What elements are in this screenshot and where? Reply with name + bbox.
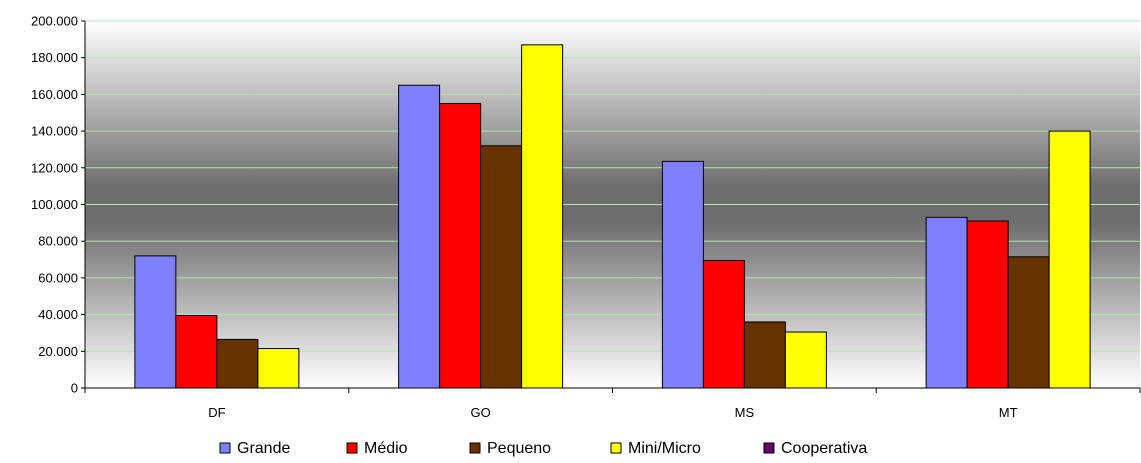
bar-mini-micro-ms	[784, 331, 827, 389]
legend-label: Médio	[364, 440, 408, 457]
x-tick-label: GO	[471, 405, 491, 420]
bar-mini-micro-go	[521, 44, 564, 389]
bar-m-dio-df	[175, 315, 218, 389]
bar-mini-micro-mt	[1048, 130, 1091, 389]
y-tick-label: 80.000	[38, 234, 78, 249]
y-tick-label: 180.000	[31, 50, 78, 65]
y-tick-label: 200.000	[31, 14, 78, 29]
bar-m-dio-go	[439, 103, 482, 389]
bars	[134, 44, 1091, 389]
bar-grande-df	[134, 255, 177, 389]
legend-label: Pequeno	[487, 440, 551, 457]
y-tick-label: 0	[71, 381, 78, 396]
y-tick-label: 40.000	[38, 307, 78, 322]
bar-pequeno-go	[480, 145, 523, 389]
y-tick-label: 140.000	[31, 124, 78, 139]
axes	[81, 20, 1141, 393]
legend-swatch	[610, 442, 622, 454]
legend-label: Cooperativa	[781, 440, 867, 457]
y-tick-label: 120.000	[31, 160, 78, 175]
legend-swatch	[346, 442, 358, 454]
bar-pequeno-mt	[1007, 256, 1050, 389]
bar-pequeno-df	[216, 338, 259, 389]
x-tick-labels: DF GO MS MT	[208, 405, 1017, 420]
legend-label: Grande	[237, 440, 290, 457]
gridlines	[85, 20, 1140, 352]
y-tick-label: 60.000	[38, 270, 78, 285]
legend-swatch	[469, 442, 481, 454]
y-tick-label: 20.000	[38, 344, 78, 359]
bar-grande-ms	[661, 160, 704, 389]
bar-m-dio-ms	[702, 259, 745, 389]
bar-grande-mt	[925, 216, 968, 389]
x-tick-label: DF	[208, 405, 225, 420]
legend-label: Mini/Micro	[628, 440, 701, 457]
y-tick-label: 100.000	[31, 197, 78, 212]
y-tick-label: 160.000	[31, 87, 78, 102]
bar-mini-micro-df	[257, 348, 300, 389]
bar-pequeno-ms	[743, 321, 786, 389]
legend-swatch	[763, 442, 775, 454]
x-tick-label: MT	[999, 405, 1018, 420]
x-tick-label: MS	[735, 405, 755, 420]
y-tick-labels: 0 20.000 40.000 60.000 80.000 100.000 120.000 1…	[31, 14, 78, 396]
bar-m-dio-mt	[966, 220, 1009, 389]
bar-grande-go	[398, 84, 441, 389]
legend-swatch	[219, 442, 231, 454]
legend: Grande Médio Pequeno Mini/Micro Cooperativa	[219, 440, 867, 457]
